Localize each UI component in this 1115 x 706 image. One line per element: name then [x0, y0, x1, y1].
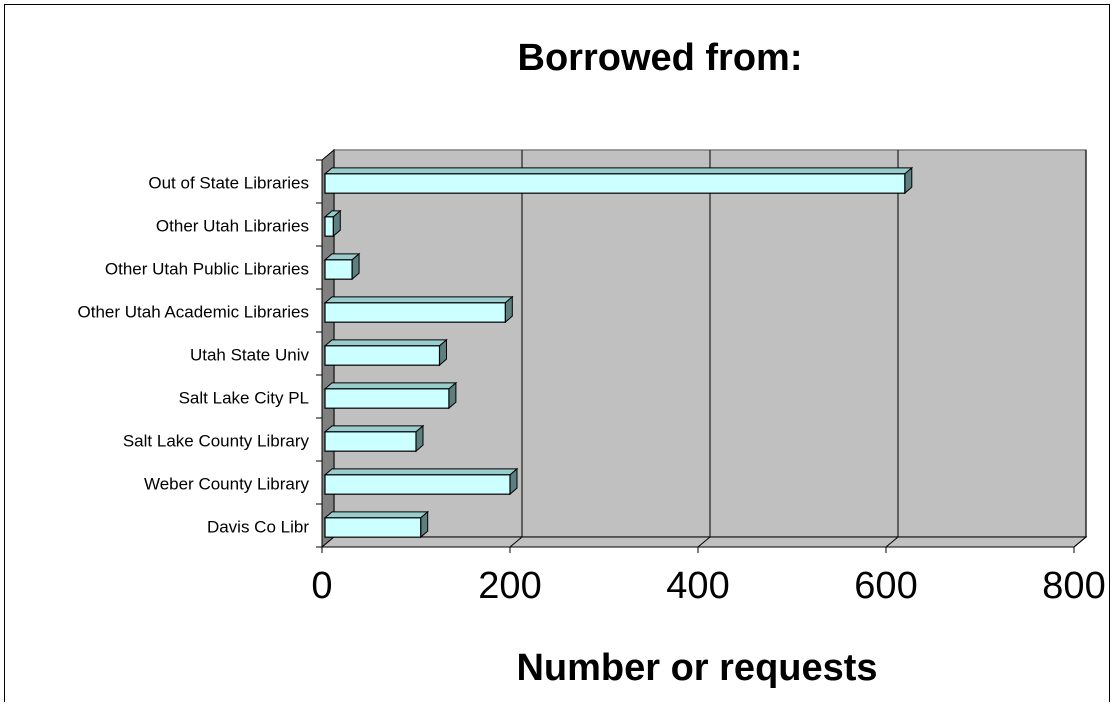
bar-top	[323, 468, 519, 476]
category-label: Other Utah Libraries	[156, 217, 309, 236]
bar-face	[324, 173, 906, 194]
bar-top	[323, 511, 430, 519]
bar-face	[324, 302, 506, 323]
bar-top	[323, 425, 425, 433]
bar	[323, 209, 342, 238]
bar-face	[324, 388, 450, 409]
bar	[323, 381, 458, 410]
gridline-floor	[885, 536, 899, 548]
category-label: Salt Lake City PL	[179, 389, 309, 408]
bar-face	[324, 431, 417, 452]
bar	[323, 510, 430, 539]
x-tick-label: 800	[1042, 565, 1105, 607]
category-label: Weber County Library	[144, 475, 310, 494]
category-labels: Davis Co Libr Weber County Library Salt La…	[78, 174, 310, 537]
gridline-floor	[1073, 536, 1087, 548]
bar	[323, 295, 514, 324]
bar	[323, 252, 361, 281]
bar-face	[324, 216, 334, 237]
category-label: Davis Co Libr	[207, 518, 309, 537]
x-tick-label: 200	[478, 565, 541, 607]
chart-frame	[4, 4, 1110, 702]
category-label: Salt Lake County Library	[123, 432, 310, 451]
bar-top	[323, 296, 514, 304]
bar-face	[324, 345, 441, 366]
category-label: Out of State Libraries	[148, 174, 309, 193]
x-tick-label: 400	[666, 565, 729, 607]
bar	[323, 424, 425, 453]
bar-top	[323, 167, 914, 175]
category-label: Other Utah Public Libraries	[105, 260, 309, 279]
bar	[323, 338, 448, 367]
x-tick-labels: 0 200 400 600 800	[311, 565, 1105, 607]
chart-title: Borrowed from:	[518, 37, 803, 79]
category-label: Other Utah Academic Libraries	[78, 303, 310, 322]
axis-ticks	[316, 159, 1075, 553]
bar-face	[324, 517, 422, 538]
bar-top	[323, 382, 458, 390]
x-tick-label: 600	[854, 565, 917, 607]
bar	[323, 166, 914, 195]
x-axis-title: Number or requests	[516, 647, 877, 689]
bar-top	[323, 339, 448, 347]
bar	[323, 467, 519, 496]
category-label: Utah State Univ	[190, 346, 310, 365]
bar-face	[324, 259, 353, 280]
bar-face	[324, 474, 511, 495]
gridline-floor	[509, 536, 523, 548]
bars	[323, 166, 914, 539]
gridlines	[509, 150, 1087, 548]
x-tick-label: 0	[311, 565, 332, 607]
gridline-floor	[697, 536, 711, 548]
